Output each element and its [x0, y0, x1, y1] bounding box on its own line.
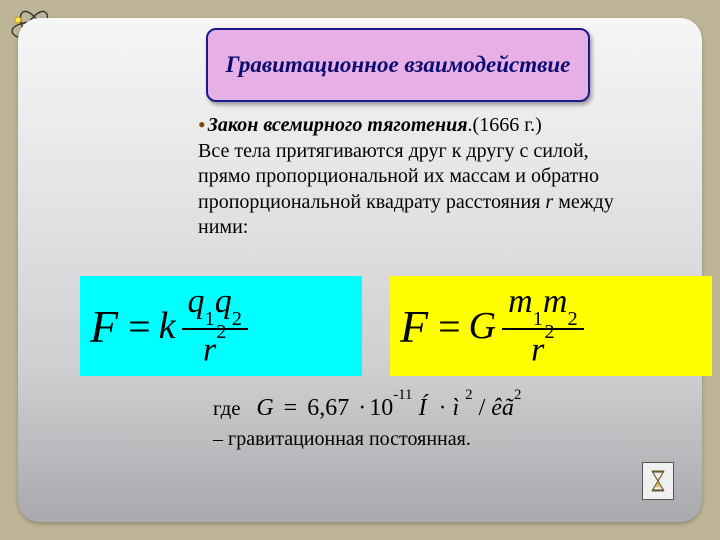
- outer-frame: Гравитационное взаимодействие •Закон все…: [0, 0, 720, 540]
- q2-sub: 2: [232, 308, 242, 330]
- lhs: F: [400, 300, 428, 353]
- r: r: [203, 331, 216, 368]
- G-slash: /: [479, 395, 486, 421]
- constant-block: где G = 6,67 ·10-11 Í · ì 2 / êã2 – грав…: [213, 394, 521, 451]
- coef: k: [159, 304, 176, 348]
- formula-coulomb: F = k q1q2 r2: [80, 276, 362, 376]
- m2: m: [543, 283, 568, 320]
- fraction: q1q2 r2: [182, 284, 248, 367]
- coef: G: [469, 304, 496, 348]
- hourglass-icon[interactable]: [642, 462, 674, 500]
- denominator: r2: [197, 332, 232, 368]
- G-sym: G: [256, 395, 273, 421]
- m1-sub: 1: [533, 308, 543, 330]
- formula-gravity: F = G m1m2 r2: [390, 276, 712, 376]
- law-year: .(1666 г.): [468, 114, 542, 136]
- G-u3-sup: 2: [514, 387, 521, 403]
- law-title: Закон всемирного тяготения: [208, 114, 468, 136]
- G-ten: 10: [369, 395, 393, 421]
- r-sup: 2: [544, 321, 554, 343]
- body-line-1: Все тела притягиваются друг к другу с си…: [198, 140, 589, 162]
- q1-sub: 1: [205, 308, 215, 330]
- title-text: Гравитационное взаимодействие: [226, 52, 571, 78]
- title-box: Гравитационное взаимодействие: [206, 28, 590, 102]
- G-dot1: ·: [358, 395, 366, 421]
- gde: где: [213, 396, 241, 420]
- slide-card: Гравитационное взаимодействие •Закон все…: [18, 18, 702, 522]
- G-num: 6,67: [307, 395, 349, 421]
- denominator: r2: [525, 332, 560, 368]
- G-eq: =: [284, 395, 298, 421]
- body-line-4: ними:: [198, 216, 248, 238]
- G-u3: êã: [491, 395, 514, 421]
- q2: q: [215, 283, 232, 320]
- r-sup: 2: [216, 321, 226, 343]
- bullet-icon: •: [198, 112, 206, 137]
- eq: =: [128, 303, 151, 350]
- body-line-2: прямо пропорциональной их массам и обрат…: [198, 165, 599, 187]
- body-line-3b: между: [553, 191, 614, 213]
- q1: q: [188, 283, 205, 320]
- G-u2: ì: [453, 395, 460, 421]
- numerator: q1q2: [182, 284, 248, 325]
- body-line-3a: пропорциональной квадрату расстояния: [198, 191, 545, 213]
- body-text: •Закон всемирного тяготения.(1666 г.) Вс…: [198, 110, 642, 241]
- G-value: G = 6,67 ·10-11 Í · ì 2 / êã2: [256, 395, 521, 421]
- numerator: m1m2: [502, 284, 584, 325]
- G-exp: -11: [393, 387, 412, 403]
- G-dot2: ·: [439, 395, 447, 421]
- G-u1: Í: [419, 395, 427, 421]
- m2-sub: 2: [567, 308, 577, 330]
- G-u2-sup: 2: [465, 387, 472, 403]
- fraction: m1m2 r2: [502, 284, 584, 367]
- m1: m: [508, 283, 533, 320]
- formulas-row: F = k q1q2 r2 F = G: [80, 276, 712, 376]
- r: r: [531, 331, 544, 368]
- constant-label: – гравитационная постоянная.: [213, 428, 521, 451]
- eq: =: [438, 303, 461, 350]
- lhs: F: [90, 300, 118, 353]
